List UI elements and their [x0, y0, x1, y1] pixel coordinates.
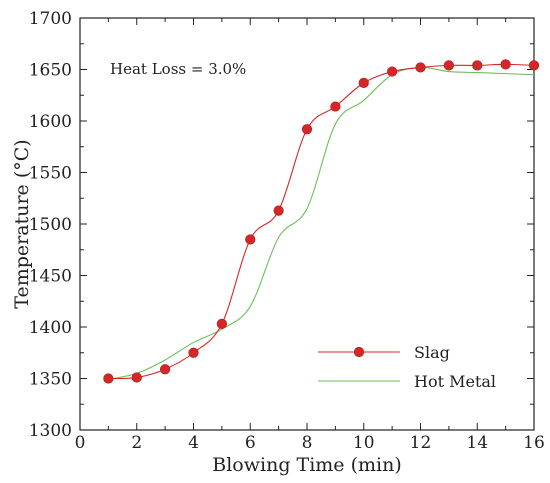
slag-point	[216, 318, 227, 330]
hot-metal-line	[108, 66, 535, 381]
y-tick-label: 1450	[29, 267, 72, 287]
x-tick-label: 14	[466, 433, 488, 453]
series-layer	[103, 59, 540, 384]
x-tick-label: 0	[75, 433, 86, 453]
x-tick-label: 6	[245, 433, 256, 453]
legend: Slag Hot Metal	[318, 343, 496, 391]
legend-slag-label: Slag	[414, 343, 450, 362]
slag-point	[245, 234, 256, 245]
x-tick-label: 12	[410, 433, 432, 453]
slag-point	[387, 66, 398, 77]
y-tick-label: 1300	[29, 421, 72, 441]
legend-hot-metal-label: Hot Metal	[414, 372, 496, 391]
y-tick-label: 1550	[29, 164, 72, 184]
x-tick-label: 16	[523, 433, 545, 453]
slag-point	[415, 62, 426, 73]
slag-point	[160, 364, 171, 375]
y-tick-label: 1650	[29, 61, 72, 81]
y-tick-label: 1500	[29, 215, 72, 235]
slag-point	[500, 59, 511, 70]
y-tick-label: 1700	[29, 9, 72, 29]
axis-ticks	[79, 17, 535, 431]
x-tick-label: 4	[188, 433, 199, 453]
slag-point	[472, 60, 483, 71]
slag-point	[330, 101, 341, 112]
slag-point	[131, 372, 142, 383]
slag-point	[188, 347, 199, 358]
slag-point	[443, 60, 454, 71]
x-tick-label: 2	[131, 433, 142, 453]
slag-line	[108, 63, 535, 380]
y-tick-label: 1600	[29, 112, 72, 132]
slag-point	[103, 373, 114, 384]
slag-point	[528, 60, 540, 71]
x-tick-label: 8	[302, 433, 313, 453]
y-tick-label: 1350	[29, 370, 72, 390]
y-tick-label: 1400	[29, 318, 72, 338]
x-axis-title: Blowing Time (min)	[212, 454, 401, 476]
slag-point	[358, 77, 369, 88]
y-axis-title: Temperature (°C)	[11, 139, 33, 308]
slag-point	[301, 124, 313, 135]
heat-loss-annotation: Heat Loss = 3.0%	[110, 60, 246, 78]
y-tick-labels: 1300 1350 1400 1450 1500 1550 1600 1650 1700	[29, 9, 72, 441]
legend-slag-marker	[353, 346, 365, 358]
slag-point	[273, 205, 284, 216]
x-tick-labels: 0 2 4 6 8 10 12 14 16	[75, 433, 545, 453]
x-tick-label: 10	[353, 433, 375, 453]
